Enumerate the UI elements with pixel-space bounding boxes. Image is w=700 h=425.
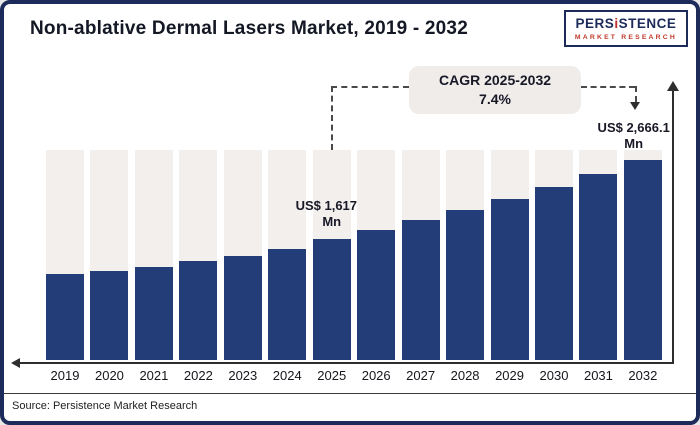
- x-tick-2022: 2022: [183, 368, 213, 383]
- x-tick-2030: 2030: [539, 368, 569, 383]
- bar-2032: [623, 160, 662, 360]
- x-tick-2023: 2023: [228, 368, 258, 383]
- bar-2020: [90, 271, 129, 360]
- x-tick-2028: 2028: [450, 368, 480, 383]
- x-tick-2027: 2027: [406, 368, 436, 383]
- bar-2023: [223, 256, 262, 360]
- bar-2024: [268, 249, 307, 360]
- bar-2025: [312, 238, 351, 360]
- bar-column-2021: 2021: [134, 150, 173, 383]
- callout-connector-right-vertical: [635, 86, 637, 102]
- x-tick-2020: 2020: [94, 368, 124, 383]
- cagr-label: CAGR 2025-2032: [438, 72, 552, 88]
- x-tick-2019: 2019: [50, 368, 80, 383]
- bar-2028: [446, 209, 485, 360]
- bar-column-2028: 2028: [446, 150, 485, 383]
- axis-arrow-left-icon: [11, 358, 20, 368]
- bar-2019: [46, 273, 84, 360]
- page-title: Non-ablative Dermal Lasers Market, 2019 …: [30, 18, 468, 39]
- bar-2027: [401, 220, 440, 360]
- value-label-2032: US$ 2,666.1 Mn: [597, 119, 670, 151]
- bar-column-2031: 2031: [579, 150, 618, 383]
- axis-arrow-up-icon: [667, 81, 679, 91]
- x-tick-2024: 2024: [272, 368, 302, 383]
- bar-2022: [179, 261, 218, 360]
- source-note: Source: Persistence Market Research: [12, 400, 198, 412]
- logo-text-i: i: [614, 16, 619, 31]
- bar-column-2030: 2030: [534, 150, 573, 383]
- x-tick-2021: 2021: [139, 368, 169, 383]
- logo-text-post: STENCE: [618, 16, 677, 31]
- bar-2021: [134, 266, 173, 360]
- bar-column-2032: US$ 2,666.1 Mn 2032: [598, 120, 670, 383]
- brand-logo: PERSiSTENCE MARKET RESEARCH: [563, 10, 688, 47]
- callout-connector-left-horizontal: [331, 86, 409, 88]
- bar-2029: [490, 198, 529, 360]
- x-tick-2026: 2026: [361, 368, 391, 383]
- x-tick-2029: 2029: [495, 368, 524, 383]
- bar-2026: [357, 229, 396, 360]
- down-arrow-icon: [630, 102, 640, 110]
- bar-column-2025: US$ 1,617.5 Mn 2025: [296, 150, 368, 383]
- bar-column-2024: 2024: [268, 150, 307, 383]
- callout-connector-right-horizontal: [581, 86, 635, 88]
- footer-divider: [4, 393, 696, 394]
- bar-2031: [579, 173, 618, 360]
- bar-2030: [534, 186, 573, 360]
- y-axis: [672, 90, 674, 362]
- bar-column-2022: 2022: [179, 150, 218, 383]
- logo-subtitle: MARKET RESEARCH: [574, 33, 677, 41]
- cagr-callout: CAGR 2025-2032 7.4%: [409, 66, 581, 114]
- logo-text-pre: PERS: [575, 16, 615, 31]
- bar-column-2020: 2020: [90, 150, 129, 383]
- x-tick-2025: 2025: [317, 368, 347, 383]
- value-label-2025: US$ 1,617.5 Mn: [295, 198, 368, 230]
- bar-column-2026: 2026: [357, 150, 396, 383]
- plot-area: 2019 2020 2021 2022 2023 2024 US$ 1,617.5 Mn 20…: [46, 120, 670, 383]
- x-axis: [18, 362, 674, 364]
- x-tick-2032: 2032: [628, 368, 658, 383]
- bar-column-2023: 2023: [223, 150, 262, 383]
- logo-wordmark: PERSiSTENCE: [575, 16, 677, 32]
- bar-column-2029: 2029: [490, 150, 529, 383]
- callout-connector-left-vertical: [331, 86, 333, 150]
- bar-column-2019: 2019: [46, 150, 84, 383]
- x-tick-2031: 2031: [583, 368, 613, 383]
- cagr-value: 7.4%: [479, 90, 511, 107]
- bar-column-2027: 2027: [401, 150, 440, 383]
